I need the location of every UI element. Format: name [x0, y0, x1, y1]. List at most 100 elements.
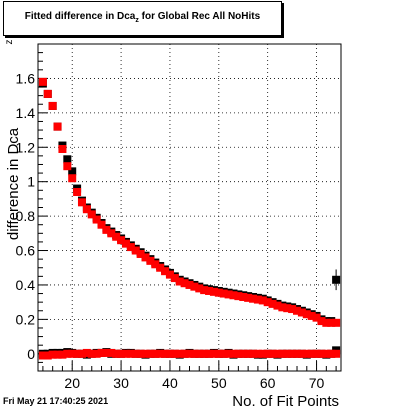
data-point	[165, 349, 174, 358]
x-tick-label: 50	[211, 375, 227, 391]
data-point	[239, 349, 248, 358]
data-point	[249, 294, 258, 303]
data-point	[151, 260, 160, 269]
y-tick-label: 0.2	[16, 311, 36, 327]
data-point	[161, 349, 170, 358]
data-point	[307, 311, 316, 320]
data-point	[283, 349, 292, 358]
data-point	[161, 267, 170, 276]
data-point	[73, 188, 82, 197]
x-axis-label: No. of Fit Points	[232, 393, 339, 410]
data-point	[224, 290, 233, 299]
data-point	[68, 174, 77, 183]
data-point	[297, 308, 306, 317]
data-point	[43, 89, 52, 98]
data-point	[175, 277, 184, 286]
data-point	[263, 349, 272, 358]
data-point	[58, 144, 67, 153]
data-point	[92, 349, 101, 358]
data-point	[258, 296, 267, 305]
data-point	[68, 349, 77, 358]
data-point	[219, 289, 228, 298]
data-point	[190, 282, 199, 291]
data-point	[229, 349, 238, 358]
y-tick-label: 1.4	[16, 105, 36, 121]
data-point	[200, 286, 209, 295]
data-point	[38, 77, 47, 86]
data-point	[327, 349, 336, 358]
y-tick-label: 0.6	[16, 243, 36, 259]
data-point	[156, 263, 165, 272]
y-tick-label: 1.2	[16, 139, 36, 155]
data-point	[293, 349, 302, 358]
data-point	[185, 280, 194, 289]
data-point	[209, 349, 218, 358]
data-point	[63, 155, 72, 164]
data-point	[293, 306, 302, 315]
x-tick-label: 40	[162, 375, 178, 391]
data-point	[317, 317, 326, 326]
data-point	[180, 279, 189, 288]
data-point	[112, 232, 121, 241]
data-point	[283, 304, 292, 313]
data-point	[97, 220, 106, 229]
data-point	[278, 349, 287, 358]
data-point	[185, 349, 194, 358]
y-tick-label: 0.4	[16, 277, 36, 293]
data-point	[239, 292, 248, 301]
data-point	[234, 349, 243, 358]
data-point	[82, 205, 91, 214]
data-point	[102, 348, 111, 357]
data-point	[77, 349, 86, 358]
data-point	[141, 349, 150, 358]
data-point	[48, 101, 57, 110]
data-point	[332, 275, 341, 284]
data-point	[297, 349, 306, 358]
data-point	[195, 349, 204, 358]
data-point	[77, 198, 86, 207]
x-tick-label: 70	[309, 375, 325, 391]
data-point	[205, 349, 214, 358]
data-point	[229, 291, 238, 300]
data-point	[131, 349, 140, 358]
data-point	[273, 349, 282, 358]
data-point	[87, 210, 96, 219]
data-point	[43, 351, 52, 360]
data-point	[312, 349, 321, 358]
data-point	[317, 349, 326, 358]
data-point	[258, 349, 267, 358]
data-point	[156, 349, 165, 358]
data-point	[117, 236, 126, 245]
data-point	[151, 349, 160, 358]
data-point	[200, 349, 209, 358]
data-point	[165, 270, 174, 279]
data-point	[302, 310, 311, 319]
data-point	[205, 286, 214, 295]
data-point	[170, 349, 179, 358]
data-point	[121, 349, 130, 358]
y-tick-label: 1.6	[16, 70, 36, 86]
x-tick-label: 60	[260, 375, 276, 391]
timestamp: Fri May 21 17:40:25 2021	[3, 396, 109, 406]
data-point	[131, 246, 140, 255]
data-point	[273, 301, 282, 310]
data-point	[209, 287, 218, 296]
data-point	[175, 349, 184, 358]
data-point	[302, 349, 311, 358]
data-point	[234, 292, 243, 301]
data-point	[332, 349, 341, 358]
x-tick-label: 20	[64, 375, 80, 391]
data-point	[141, 253, 150, 262]
data-point	[263, 298, 272, 307]
tick-labels: 20 30 40 50 60 70 0 0.2 0.4 0.6 0.8 1 1.2 1.4 1.6	[16, 70, 325, 391]
data-points	[38, 77, 341, 360]
data-point	[126, 243, 135, 252]
data-point	[312, 313, 321, 322]
data-point	[117, 349, 126, 358]
y-axis-label: difference in Dca	[5, 127, 22, 240]
data-point	[146, 349, 155, 358]
chart-title-prefix: Fitted difference in Dca	[24, 11, 136, 22]
data-point	[253, 349, 262, 358]
data-point	[322, 318, 331, 327]
